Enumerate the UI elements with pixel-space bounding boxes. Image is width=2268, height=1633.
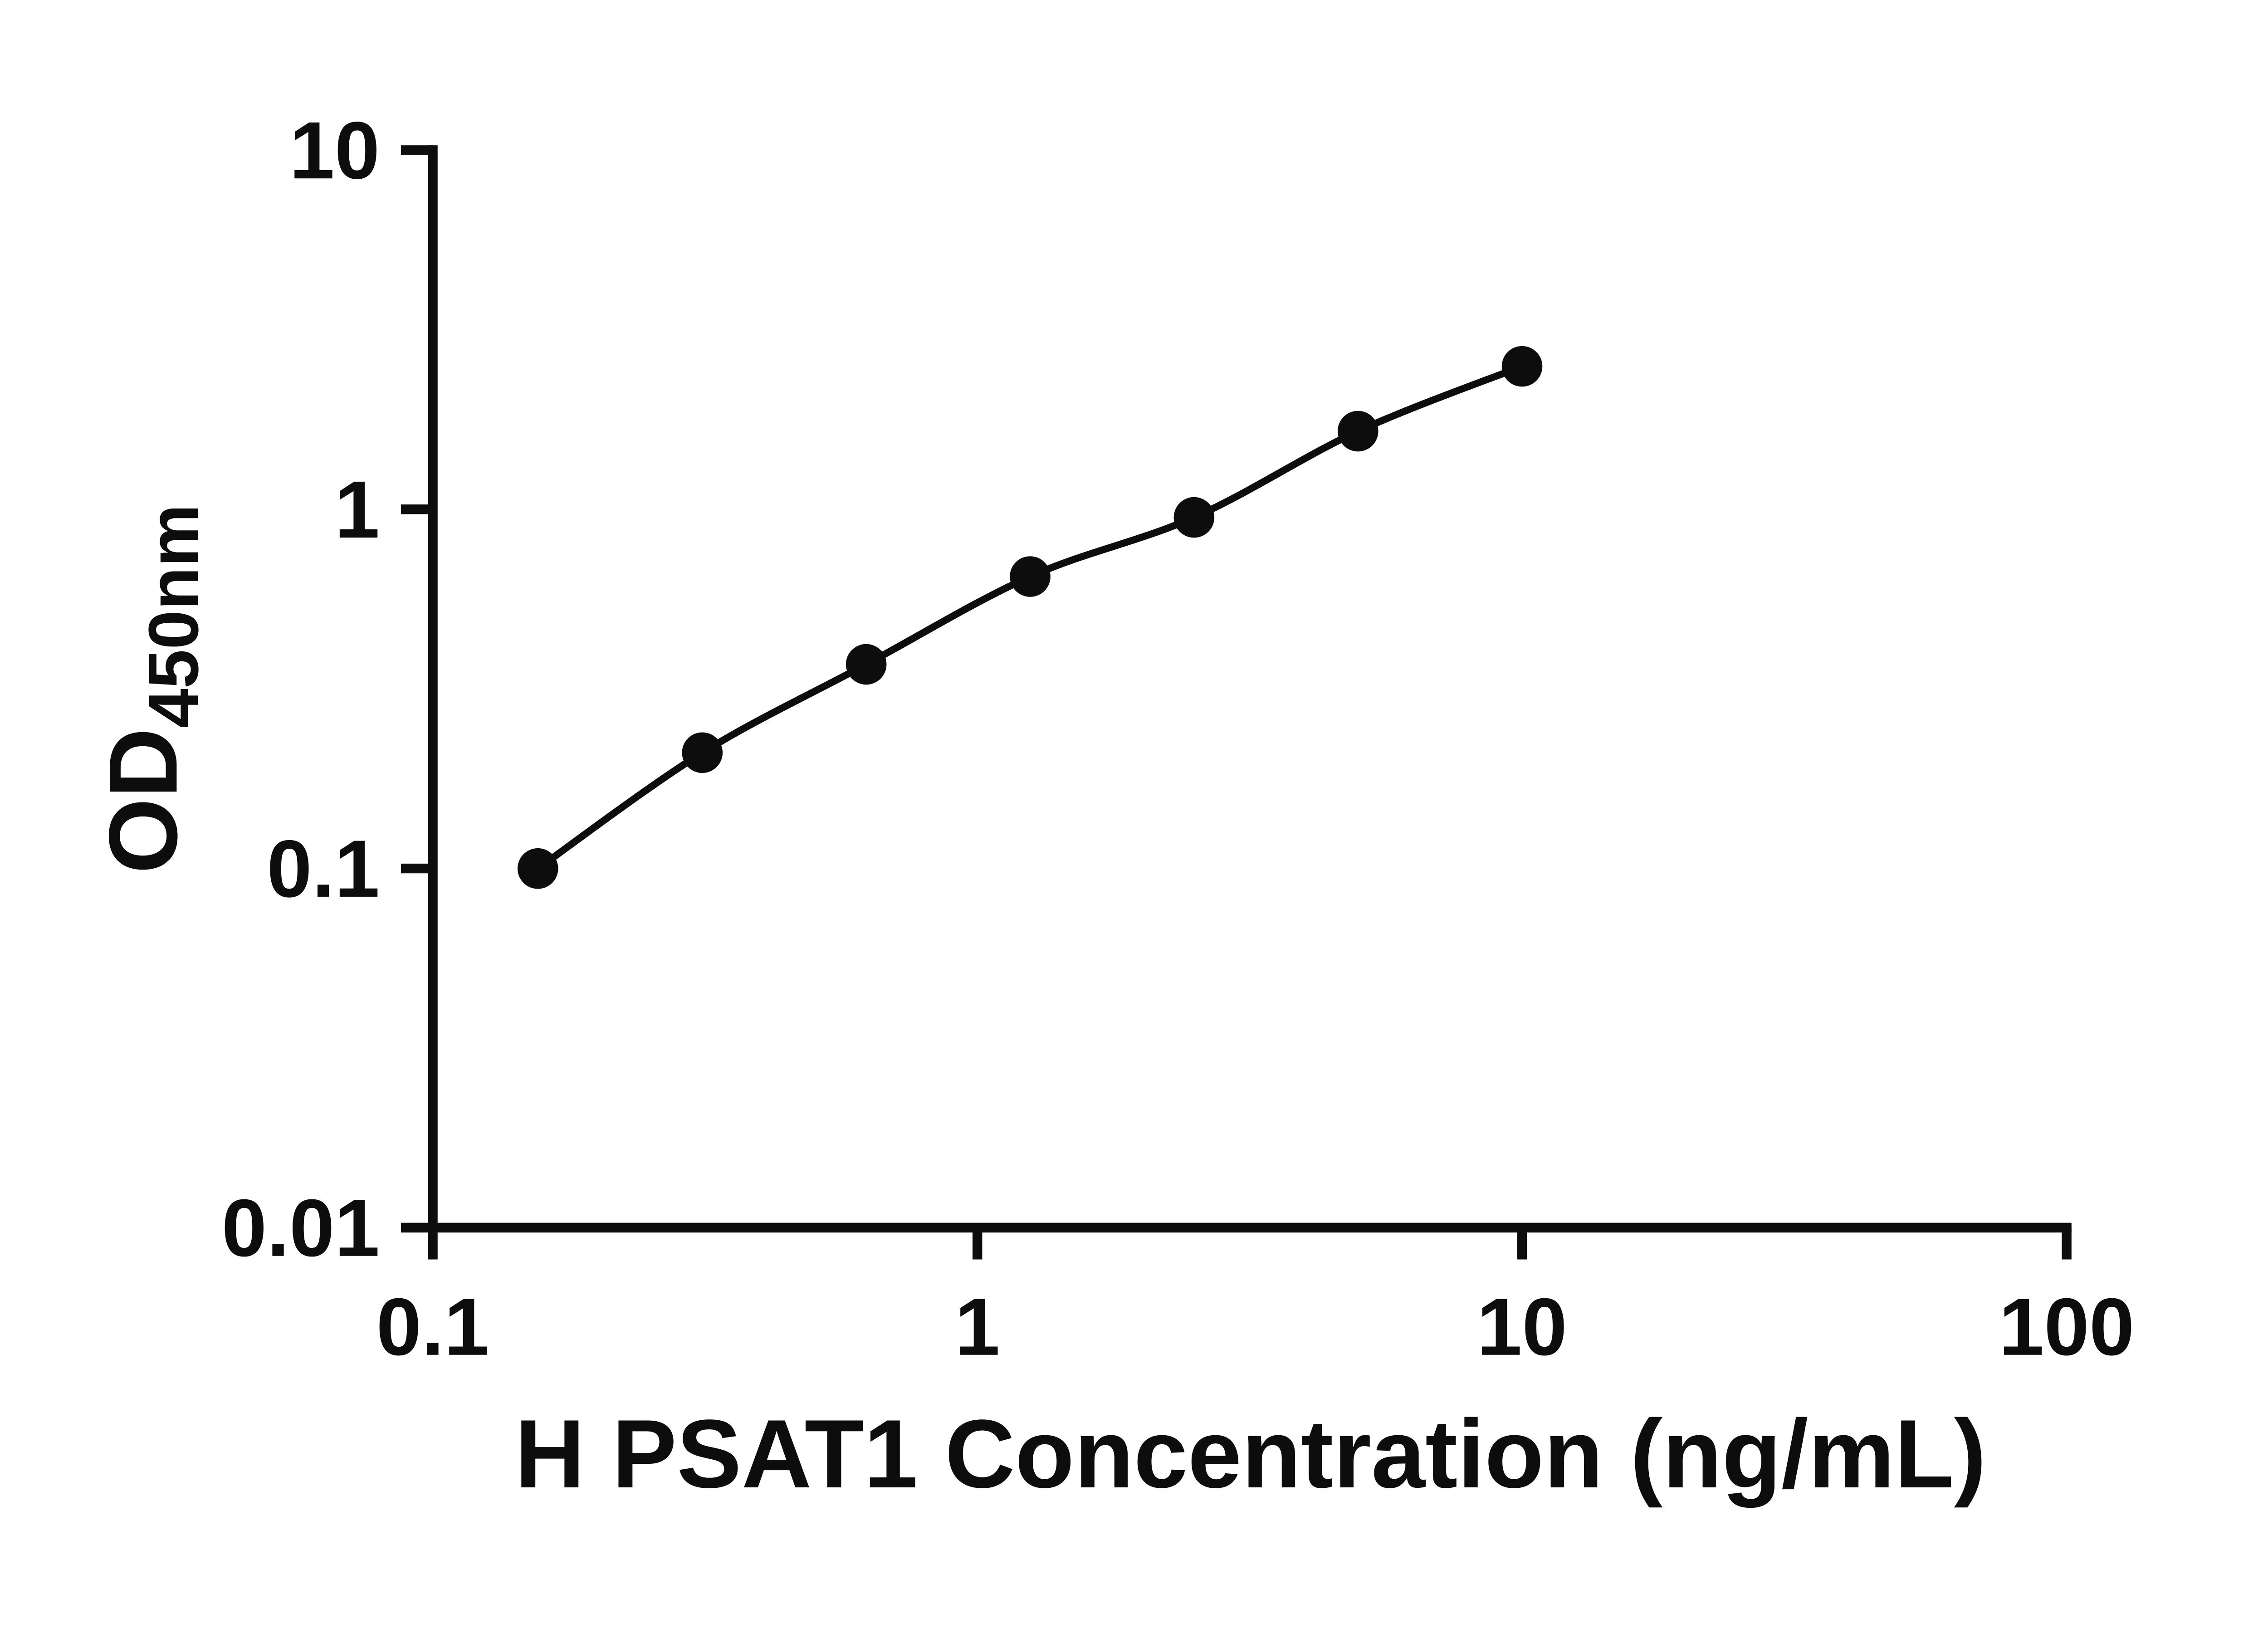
x-tick-label: 10 [1477,1281,1567,1372]
y-tick-label: 10 [289,105,380,196]
data-point [1337,411,1378,452]
data-point [517,848,558,889]
elisa-standard-curve-figure: 0.1 1 10 100 0.01 0.1 1 10 H PSAT1 Concentratio… [89,105,2135,1508]
y-axis-title-subscript: 450nm [134,504,213,728]
y-tick-label: 0.1 [267,823,380,914]
axes [428,145,2072,1233]
data-point [1173,497,1215,538]
tick-marks [401,145,2072,1260]
x-axis-title: H PSAT1 Concentration (ng/mL) [515,1400,1986,1508]
x-tick-label: 0.1 [376,1281,489,1372]
axis-lines [428,145,2072,1233]
x-tick-label: 1 [955,1281,1000,1372]
y-tick-label: 1 [335,464,380,555]
data-point [682,732,723,773]
data-point [1501,346,1543,387]
y-tick-label: 0.01 [222,1183,380,1273]
data-point [1010,556,1051,597]
x-tick-label: 100 [1999,1281,2135,1372]
y-axis-title: OD450nm [89,504,213,874]
data-point [846,644,887,685]
y-axis-title-main: OD [89,728,197,874]
data-points [517,346,1543,889]
